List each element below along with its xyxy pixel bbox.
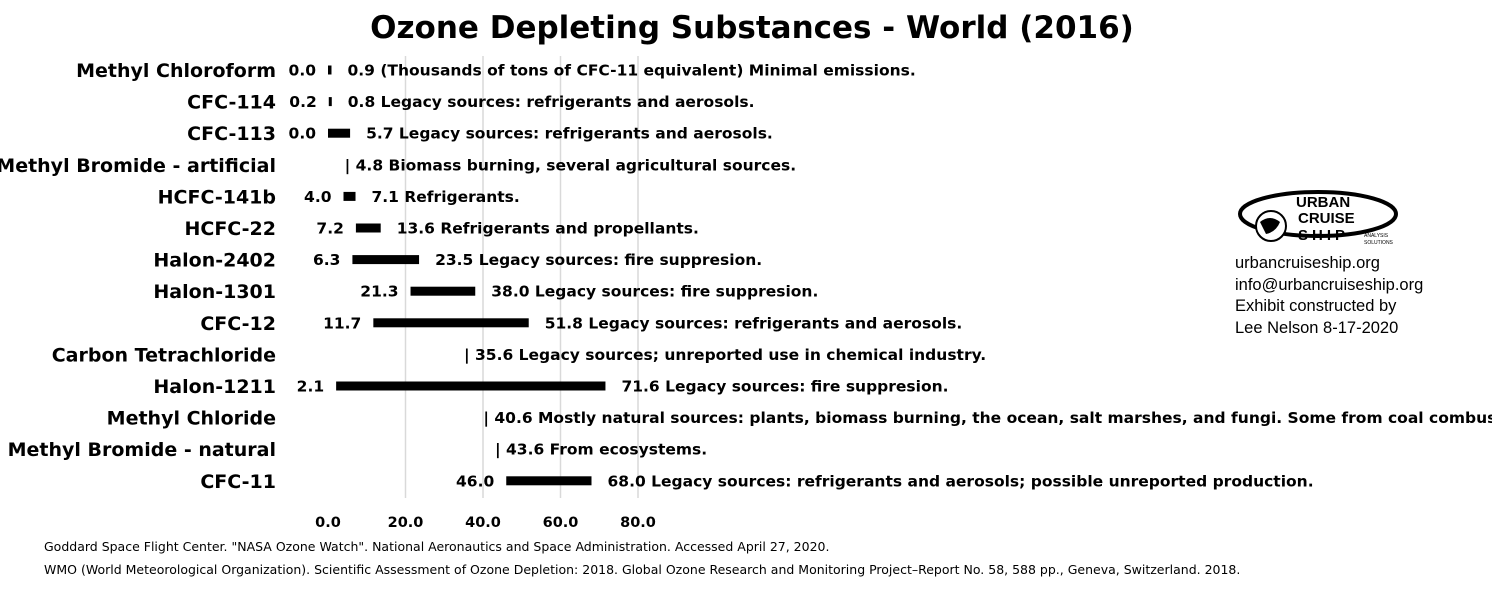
value-labels: 0.0 0.9 (Thousands of tons of CFC-11 equi…	[289, 62, 1492, 491]
x-tick-label: 0.0	[315, 515, 341, 531]
high-value-label: 13.6 Refrigerants and propellants.	[397, 220, 699, 238]
high-value-label: 51.8 Legacy sources: refrigerants and ae…	[545, 314, 963, 332]
category-label: Methyl Bromide - natural	[8, 439, 276, 461]
svg-text:SHIP: SHIP	[1298, 227, 1349, 244]
x-axis-ticks: 0.0 20.0 40.0 60.0 80.0	[315, 515, 656, 531]
category-label: Halon-2402	[153, 250, 276, 272]
category-label: Methyl Chloroform	[76, 60, 276, 82]
low-value-label: 21.3	[360, 283, 398, 301]
category-label: CFC-11	[200, 471, 276, 493]
category-label: Halon-1211	[153, 376, 276, 398]
range-bar	[328, 128, 351, 138]
point-value-label: | 4.8 Biomass burning, several agricultu…	[345, 156, 797, 175]
low-value-label: 0.0	[289, 125, 317, 143]
high-value-label: 7.1 Refrigerants.	[372, 188, 520, 206]
chart-title: Ozone Depleting Substances - World (2016…	[370, 10, 1134, 46]
low-value-label: 11.7	[323, 314, 361, 332]
category-label: Halon-1301	[153, 281, 276, 303]
credit-author-date: Lee Nelson 8-17-2020	[1235, 319, 1399, 337]
range-bar	[336, 381, 606, 391]
x-tick-label: 80.0	[620, 515, 656, 531]
range-bar	[355, 223, 381, 233]
x-tick-label: 40.0	[465, 515, 501, 531]
low-value-label: 4.0	[304, 188, 332, 206]
high-value-label: 0.9 (Thousands of tons of CFC-11 equival…	[347, 62, 915, 80]
range-bar	[373, 318, 529, 328]
low-value-label: 2.1	[297, 378, 324, 396]
low-value-label: 46.0	[456, 472, 494, 490]
category-label: Methyl Chloride	[107, 408, 276, 430]
urban-cruise-ship-logo: URBAN CRUISE SHIP ANALYSIS SOLUTIONS	[1238, 190, 1398, 246]
range-bar	[328, 65, 332, 75]
category-label: HCFC-22	[184, 218, 276, 240]
grid-lines	[404, 56, 639, 498]
high-value-label: 71.6 Legacy sources: fire suppresion.	[621, 378, 948, 396]
high-value-label: 38.0 Legacy sources: fire suppresion.	[491, 283, 818, 301]
range-bar	[410, 286, 476, 296]
high-value-label: 23.5 Legacy sources: fire suppresion.	[435, 251, 762, 269]
range-bar	[352, 255, 420, 265]
category-label: Methyl Bromide - artificial	[0, 155, 276, 177]
high-value-label: 68.0 Legacy sources: refrigerants and ae…	[608, 472, 1314, 490]
low-value-label: 6.3	[313, 251, 340, 269]
low-value-label: 7.2	[316, 220, 343, 238]
category-label: CFC-114	[187, 92, 276, 114]
category-label: CFC-113	[187, 123, 276, 145]
svg-text:ANALYSIS: ANALYSIS	[1364, 233, 1389, 239]
low-value-label: 0.2	[289, 93, 316, 111]
point-value-label: | 40.6 Mostly natural sources: plants, b…	[483, 409, 1492, 428]
category-labels: Methyl Chloroform CFC-114 CFC-113 Methyl Br…	[0, 60, 276, 493]
credit-constructed: Exhibit constructed by	[1235, 297, 1397, 315]
range-bar	[506, 476, 592, 486]
high-value-label: 5.7 Legacy sources: refrigerants and aer…	[366, 125, 773, 143]
category-label: Carbon Tetrachloride	[52, 344, 276, 366]
svg-text:CRUISE: CRUISE	[1298, 210, 1355, 227]
credit-email: info@urbancruiseship.org	[1235, 276, 1424, 294]
x-tick-label: 60.0	[543, 515, 579, 531]
source-citation-wmo: WMO (World Meteorological Organization).…	[44, 562, 1241, 577]
point-value-label: | 35.6 Legacy sources; unreported use in…	[464, 346, 986, 365]
low-value-label: 0.0	[289, 62, 317, 80]
svg-text:SOLUTIONS: SOLUTIONS	[1364, 240, 1394, 246]
point-value-label: | 43.6 From ecosystems.	[495, 441, 707, 460]
range-bars	[328, 65, 606, 486]
high-value-label: 0.8 Legacy sources: refrigerants and aer…	[348, 93, 755, 111]
source-citation-nasa: Goddard Space Flight Center. "NASA Ozone…	[44, 539, 830, 554]
range-bar	[343, 191, 356, 201]
credit-website: urbancruiseship.org	[1235, 254, 1380, 272]
range-bar	[328, 97, 332, 107]
x-tick-label: 20.0	[388, 515, 424, 531]
category-label: CFC-12	[200, 313, 276, 335]
category-label: HCFC-141b	[158, 186, 276, 208]
svg-text:URBAN: URBAN	[1296, 194, 1350, 211]
